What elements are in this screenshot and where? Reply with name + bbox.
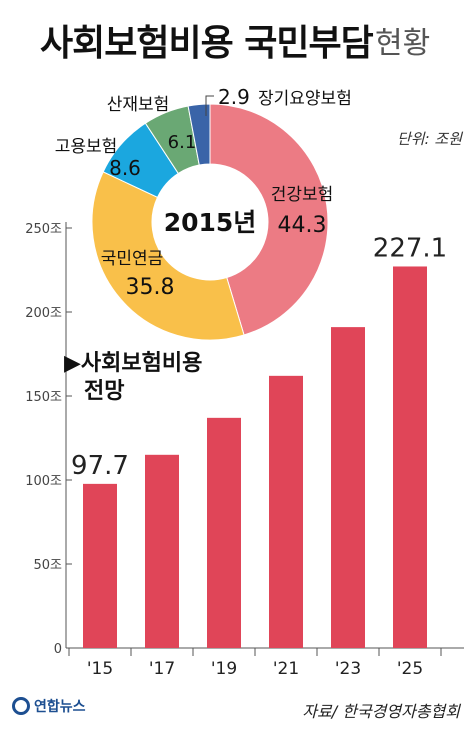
x-tick-label: '25 (397, 659, 423, 679)
donut-center-label: 2015년 (164, 208, 257, 237)
pie-slice-건강보험 (209, 103, 329, 336)
slice-value-label: 2.9 (218, 85, 250, 109)
page-title: 사회보험비용 국민부담 (40, 23, 374, 64)
slice-name-label: 산재보험 (107, 95, 170, 115)
header: 사회보험비용 국민부담 현황 (0, 0, 474, 70)
x-tick-label: '17 (149, 659, 175, 679)
bar-17 (145, 454, 179, 648)
bar-chart-title: ▶사회보험비용 (64, 350, 202, 376)
x-tick-label: '15 (87, 659, 113, 679)
logo-text: 연합뉴스 (34, 699, 86, 715)
slice-name-label: 건강보험 (271, 185, 334, 205)
bar-chart-title: 전망 (84, 379, 124, 404)
leader-line (205, 95, 214, 116)
bar-23 (331, 327, 365, 648)
y-tick-label: 0 (54, 642, 62, 657)
slice-value-label: 8.6 (109, 156, 141, 180)
bar-15 (83, 483, 117, 648)
y-tick-label: 50조 (33, 558, 62, 573)
unit-label: 단위: 조원 (396, 130, 462, 148)
pie-slice-장기요양보험 (187, 103, 211, 166)
slice-value-label: 6.1 (168, 132, 197, 153)
bar-21 (269, 375, 303, 648)
pie-slice-국민연금 (91, 171, 245, 341)
x-tick-label: '19 (211, 659, 237, 679)
page-subtitle: 현황 (375, 26, 431, 61)
publisher-logo: 연합뉴스 (12, 696, 86, 716)
slice-name-label: 장기요양보험 (258, 89, 352, 109)
y-tick-label: 200조 (25, 306, 62, 321)
bar-value-label: 97.7 (71, 451, 129, 481)
bar-value-label: 227.1 (373, 233, 447, 263)
y-tick-label: 250조 (25, 222, 62, 237)
slice-name-label: 고용보험 (55, 137, 118, 157)
yonhap-logo-icon (12, 697, 30, 715)
slice-value-label: 35.8 (126, 275, 175, 300)
slice-name-label: 국민연금 (101, 249, 164, 269)
y-tick-label: 100조 (25, 474, 62, 489)
slice-value-label: 44.3 (278, 213, 327, 238)
x-tick-label: '21 (273, 659, 299, 679)
x-tick-label: '23 (335, 659, 361, 679)
bar-25 (393, 266, 427, 648)
bar-19 (207, 417, 241, 648)
source-note: 자료/ 한국경영자총협회 (302, 702, 460, 721)
y-tick-label: 150조 (25, 390, 62, 405)
